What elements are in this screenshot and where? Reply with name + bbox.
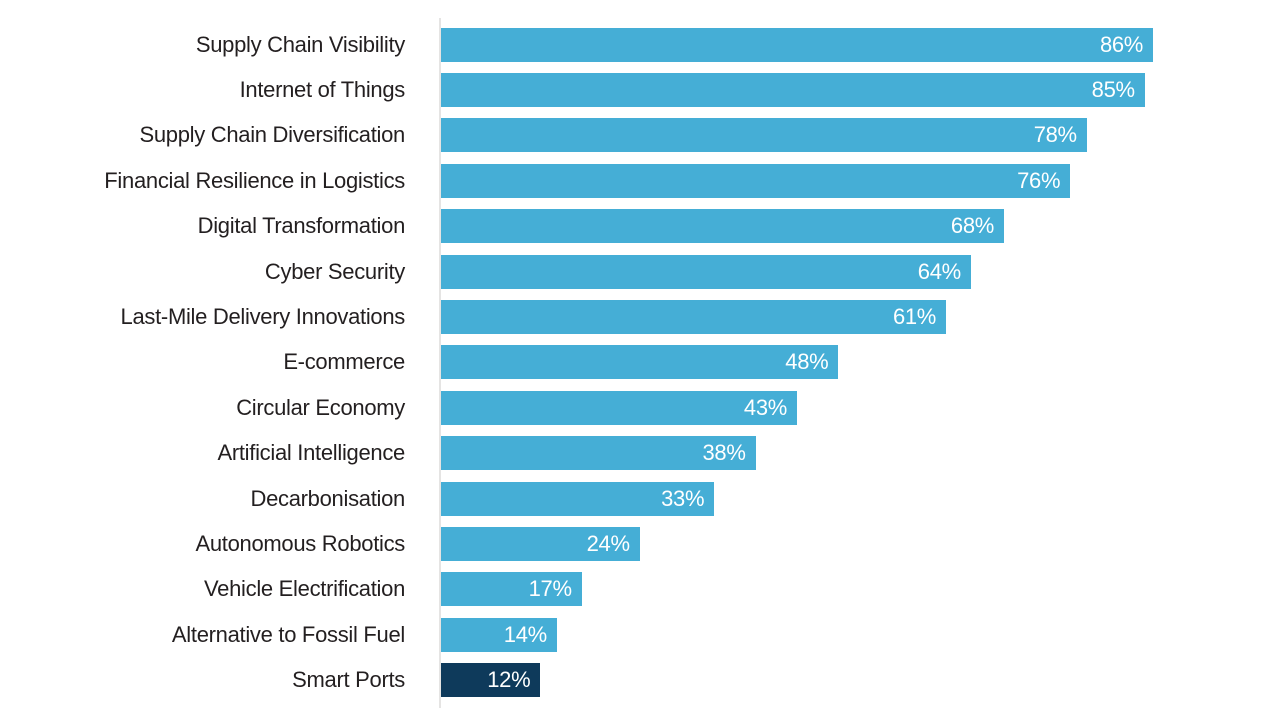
value-label: 64% — [917, 258, 961, 284]
value-label: 68% — [950, 213, 995, 239]
bar: 68% — [441, 209, 1005, 244]
category-label: E-commerce — [283, 349, 405, 375]
bar-area: 43% — [441, 390, 1269, 425]
bar: 43% — [441, 390, 798, 425]
bar: 33% — [441, 481, 715, 516]
chart-row: Alternative to Fossil Fuel 14% — [0, 612, 1280, 657]
value-label: 85% — [1091, 77, 1135, 103]
bar-area: 68% — [441, 209, 1269, 244]
chart-row: Smart Ports 12% — [0, 657, 1280, 702]
bar-area: 78% — [441, 118, 1269, 153]
chart-row: Financial Resilience in Logistics 76% — [0, 158, 1280, 203]
value-label: 78% — [1033, 122, 1077, 148]
value-label: 61% — [892, 304, 937, 330]
category-label: Circular Economy — [236, 394, 405, 420]
value-label: 12% — [487, 667, 531, 693]
bar: 24% — [441, 526, 640, 561]
bar-area: 12% — [441, 663, 1269, 698]
bar: 76% — [441, 163, 1071, 198]
category-label: Supply Chain Visibility — [195, 31, 405, 57]
value-label: 76% — [1017, 167, 1061, 193]
chart-row: Circular Economy 43% — [0, 385, 1280, 430]
category-label: Last-Mile Delivery Innovations — [120, 304, 406, 330]
bar-area: 33% — [441, 481, 1269, 516]
chart-rows: Supply Chain Visibility 86% Internet of Th… — [0, 22, 1280, 703]
category-label: Vehicle Electrification — [204, 576, 405, 602]
chart-row: Decarbonisation 33% — [0, 476, 1280, 521]
bar-area: 48% — [441, 345, 1269, 380]
value-label: 38% — [702, 440, 746, 466]
category-label: Artificial Intelligence — [217, 440, 405, 466]
bar-area: 17% — [441, 572, 1269, 607]
category-label: Autonomous Robotics — [195, 530, 405, 556]
chart-row: Supply Chain Visibility 86% — [0, 22, 1280, 67]
category-label: Internet of Things — [239, 77, 406, 103]
bar-area: 64% — [441, 254, 1269, 289]
value-label: 33% — [661, 485, 705, 511]
bar-area: 85% — [441, 73, 1269, 108]
chart-row: Digital Transformation 68% — [0, 204, 1280, 249]
value-label: 14% — [503, 621, 547, 647]
value-label: 17% — [528, 576, 572, 602]
category-label: Smart Ports — [292, 667, 405, 693]
bar: 61% — [441, 300, 947, 335]
bar-area: 24% — [441, 526, 1269, 561]
category-label: Cyber Security — [264, 258, 405, 284]
value-label: 43% — [743, 394, 788, 420]
value-label: 24% — [586, 530, 630, 556]
bar-highlighted: 12% — [441, 663, 541, 698]
value-label: 48% — [785, 349, 829, 375]
bar: 48% — [441, 345, 839, 380]
chart-row: E-commerce 48% — [0, 340, 1280, 385]
chart-row: Cyber Security 64% — [0, 249, 1280, 294]
bar-area: 76% — [441, 163, 1269, 198]
chart-row: Supply Chain Diversification 78% — [0, 113, 1280, 158]
category-label: Decarbonisation — [250, 485, 406, 511]
y-axis-line — [439, 18, 441, 708]
bar: 85% — [441, 73, 1145, 108]
chart-row: Last-Mile Delivery Innovations 61% — [0, 294, 1280, 339]
bar-area: 61% — [441, 300, 1269, 335]
chart-row: Vehicle Electrification 17% — [0, 567, 1280, 612]
bar-area: 38% — [441, 436, 1269, 471]
bar-area: 14% — [441, 617, 1269, 652]
bar: 64% — [441, 254, 971, 289]
value-label: 86% — [1099, 31, 1144, 57]
bar: 17% — [441, 572, 582, 607]
category-label: Supply Chain Diversification — [139, 122, 405, 148]
bar: 38% — [441, 436, 756, 471]
category-label: Financial Resilience in Logistics — [104, 167, 405, 193]
category-label: Digital Transformation — [197, 213, 406, 239]
bar-area: 86% — [441, 27, 1269, 62]
chart-row: Autonomous Robotics 24% — [0, 521, 1280, 566]
bar: 14% — [441, 617, 557, 652]
chart-row: Artificial Intelligence 38% — [0, 431, 1280, 476]
chart-row: Internet of Things 85% — [0, 67, 1280, 112]
bar: 78% — [441, 118, 1087, 153]
category-label: Alternative to Fossil Fuel — [171, 621, 405, 647]
bar: 86% — [441, 27, 1154, 62]
